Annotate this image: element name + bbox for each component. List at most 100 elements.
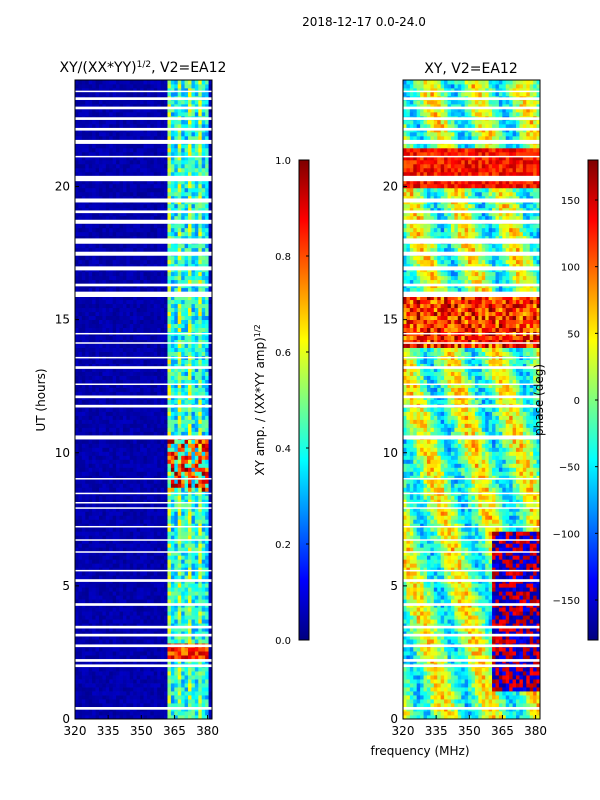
heatmap-cell xyxy=(181,387,185,392)
heatmap-cell xyxy=(201,411,206,416)
heatmap-cell xyxy=(181,399,185,404)
heatmap-cell xyxy=(105,347,110,352)
heatmap-cell xyxy=(92,323,96,329)
heatmap-cell xyxy=(119,507,124,512)
heatmap-cell xyxy=(133,263,138,269)
heatmap-cell xyxy=(201,479,206,484)
heatmap-cell xyxy=(105,655,110,660)
heatmap-cell xyxy=(184,439,189,444)
heatmap-cell xyxy=(170,551,175,556)
heatmap-cell xyxy=(167,531,172,536)
heatmap-cell xyxy=(95,231,100,237)
heatmap-cell xyxy=(112,647,117,652)
heatmap-cell xyxy=(81,635,86,640)
heatmap-cell xyxy=(150,675,155,680)
heatmap-cell xyxy=(133,459,138,464)
heatmap-cell xyxy=(177,363,182,368)
heatmap-cell xyxy=(143,303,148,309)
heatmap-cell xyxy=(208,411,212,416)
heatmap-cell xyxy=(198,451,203,456)
heatmap-cell xyxy=(95,247,100,253)
heatmap-cell xyxy=(88,667,93,672)
heatmap-cell xyxy=(198,351,203,356)
heatmap-cell xyxy=(164,399,168,404)
heatmap-cell xyxy=(122,247,127,253)
heatmap-cell xyxy=(75,443,79,448)
heatmap-cell xyxy=(92,551,96,556)
heatmap-cell xyxy=(102,583,107,588)
heatmap-cell xyxy=(170,471,175,476)
heatmap-cell xyxy=(160,499,165,504)
heatmap-cell xyxy=(146,423,151,428)
heatmap-cell xyxy=(88,715,93,719)
heatmap-cell xyxy=(81,563,86,568)
heatmap-cell xyxy=(164,583,168,588)
heatmap-cell xyxy=(157,539,162,544)
heatmap-cell xyxy=(140,407,144,412)
heatmap-cell xyxy=(95,619,100,624)
heatmap-cell xyxy=(208,263,212,269)
heatmap-cell xyxy=(112,591,117,596)
heatmap-cell xyxy=(143,635,148,640)
heatmap-cell xyxy=(112,615,117,620)
heatmap-cell xyxy=(112,247,117,253)
heatmap-cell xyxy=(146,675,151,680)
heatmap-cell xyxy=(102,511,107,516)
heatmap-cell xyxy=(126,419,131,424)
heatmap-cell xyxy=(181,323,185,329)
heatmap-cell xyxy=(129,651,134,656)
heatmap-cell xyxy=(177,255,182,261)
heatmap-cell xyxy=(164,303,168,309)
heatmap-cell xyxy=(136,503,141,508)
heatmap-cell xyxy=(95,535,100,540)
heatmap-cell xyxy=(126,487,131,492)
heatmap-cell xyxy=(81,607,86,612)
heatmap-cell xyxy=(88,531,93,536)
heatmap-cell xyxy=(140,687,144,692)
heatmap-cell xyxy=(133,231,138,237)
heatmap-cell xyxy=(194,471,199,476)
heatmap-cell xyxy=(170,351,175,356)
heatmap-cell xyxy=(201,339,206,344)
heatmap-cell xyxy=(201,455,206,460)
heatmap-cell xyxy=(88,263,93,269)
heatmap-cell xyxy=(143,535,148,540)
heatmap-cell xyxy=(129,475,134,480)
heatmap-cell xyxy=(136,535,141,540)
heatmap-cell xyxy=(191,523,196,528)
heatmap-cell xyxy=(78,503,83,508)
heatmap-cell xyxy=(98,591,103,596)
heatmap-cell xyxy=(85,591,90,596)
heatmap-cell xyxy=(112,563,117,568)
heatmap-cell xyxy=(98,635,103,640)
heatmap-cell xyxy=(109,431,114,436)
heatmap-cell xyxy=(164,431,168,436)
heatmap-cell xyxy=(98,307,103,313)
heatmap-cell xyxy=(188,527,192,532)
heatmap-cell xyxy=(150,511,155,516)
heatmap-cell xyxy=(116,499,120,504)
heatmap-cell xyxy=(133,463,138,468)
heatmap-cell xyxy=(194,279,199,285)
heatmap-cell xyxy=(160,639,165,644)
heatmap-cell xyxy=(105,415,110,420)
heatmap-cell xyxy=(116,695,120,700)
heatmap-cell xyxy=(150,303,155,309)
heatmap-cell xyxy=(150,555,155,560)
heatmap-cell xyxy=(105,511,110,516)
heatmap-cell xyxy=(133,227,138,233)
heatmap-cell xyxy=(95,575,100,580)
heatmap-cell xyxy=(116,303,120,309)
heatmap-cell xyxy=(112,683,117,688)
heatmap-cell xyxy=(133,499,138,504)
heatmap-cell xyxy=(143,271,148,277)
heatmap-cell xyxy=(164,407,168,412)
heatmap-cell xyxy=(112,339,117,344)
heatmap-cell xyxy=(98,555,103,560)
heatmap-cell xyxy=(184,635,189,640)
heatmap-cell xyxy=(95,327,100,332)
heatmap-cell xyxy=(88,319,93,325)
heatmap-cell xyxy=(112,619,117,624)
heatmap-cell xyxy=(105,427,110,432)
heatmap-cell xyxy=(105,383,110,388)
